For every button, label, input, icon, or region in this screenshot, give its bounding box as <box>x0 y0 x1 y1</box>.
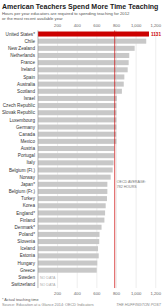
title: American Teachers Spend More Time Teachi… <box>2 3 158 11</box>
category-label: Mexico <box>20 139 35 144</box>
bar <box>38 246 98 251</box>
category-label: Luxembourg <box>9 118 35 123</box>
grid-line <box>136 30 137 288</box>
bar <box>38 196 107 201</box>
category-label: Czech Republic <box>3 103 36 108</box>
category-label: United States* <box>6 32 36 37</box>
category-label: Belgium (Fl.) <box>9 168 36 173</box>
bar <box>38 32 149 37</box>
no-data-label: NO DATA <box>40 283 56 287</box>
category-label: Scotland <box>17 89 35 94</box>
category-label: Poland* <box>19 232 35 237</box>
bar <box>38 182 107 187</box>
bar <box>38 125 117 130</box>
category-label: Italy <box>27 160 36 165</box>
bar <box>38 232 100 237</box>
bar <box>38 103 117 108</box>
bar <box>38 82 124 87</box>
bar <box>38 175 111 180</box>
no-data-label: NO DATA <box>40 276 56 280</box>
bar <box>38 261 97 266</box>
grid-line <box>155 30 156 288</box>
category-label: Turkey <box>21 196 36 201</box>
text-line: American Teachers Spend More Time Teachi… <box>2 3 158 11</box>
category-label: Chile <box>24 39 35 44</box>
category-label: Israel <box>24 96 35 101</box>
category-label: Finland <box>20 218 36 223</box>
bar <box>38 146 114 151</box>
subtitle: Hours per year educators are required to… <box>2 11 130 21</box>
category-label: Korea <box>23 203 36 208</box>
tick-label: 1,000 <box>131 23 142 28</box>
footnote: * Actual teaching time <box>2 298 39 302</box>
tick-label: 200 <box>54 23 62 28</box>
tick-label: 600 <box>93 23 101 28</box>
bar <box>38 253 99 258</box>
chart: American Teachers Spend More Time Teachi… <box>0 0 163 308</box>
category-label: Portugal <box>18 153 35 158</box>
category-label: Denmark* <box>15 225 36 230</box>
bar <box>38 53 129 58</box>
tick-label: 400 <box>74 291 82 296</box>
text-line: 782 HOURS <box>117 185 138 189</box>
category-label: Slovenia <box>17 239 35 244</box>
tick-label: 1,200 <box>151 291 162 296</box>
credit: THE HUFFINGTON POST <box>116 303 162 307</box>
category-label: Norway <box>19 175 35 180</box>
bar <box>38 160 114 165</box>
category-label: Switzerland <box>11 282 35 287</box>
category-label: Canada <box>19 132 36 137</box>
bar <box>38 89 122 94</box>
category-label: England* <box>16 211 35 216</box>
bar <box>38 239 99 244</box>
category-label: France <box>21 60 36 65</box>
bar <box>38 110 117 115</box>
category-label: Austria <box>21 146 36 151</box>
axis-line <box>37 30 38 288</box>
bar <box>38 139 117 144</box>
tick-label: 400 <box>74 23 82 28</box>
tick-label: 800 <box>113 291 121 296</box>
bar <box>38 132 116 137</box>
bar <box>38 153 114 158</box>
bar <box>38 74 124 79</box>
category-label: Sweden <box>18 275 35 280</box>
bars <box>38 32 149 273</box>
text-line: or the most recent available year <box>2 16 63 21</box>
bar <box>38 268 97 273</box>
value-label: 1131 <box>151 32 161 37</box>
category-label: Belgium (Fr.) <box>9 189 36 194</box>
bar <box>38 67 128 72</box>
category-label: Slovak Republic <box>2 110 36 115</box>
category-label: Australia <box>17 82 35 87</box>
category-label: Netherlands <box>10 53 35 58</box>
bar <box>38 218 104 223</box>
category-label: Greece <box>20 268 36 273</box>
tick-label: 200 <box>54 291 62 296</box>
category-label: Estonia <box>20 253 36 258</box>
bar <box>38 189 107 194</box>
reference-label: OECD AVERAGE:782 HOURS <box>117 180 146 188</box>
reference-line <box>114 30 115 288</box>
tick-label: 600 <box>93 291 101 296</box>
bar <box>38 203 106 208</box>
source: Source: Education at a Glance 2014: OECD… <box>2 303 94 307</box>
bar <box>38 46 135 51</box>
category-label: Iceland <box>20 246 35 251</box>
category-label: Ireland <box>21 67 35 72</box>
category-label: Japan* <box>21 182 36 187</box>
bar <box>38 210 105 215</box>
category-label: Hungary <box>18 261 36 266</box>
bar <box>38 96 117 101</box>
bar <box>38 167 113 172</box>
bar <box>38 39 146 44</box>
tick-label: 1,000 <box>131 291 142 296</box>
category-label: Spain <box>23 75 35 80</box>
bar <box>38 225 102 230</box>
tick-label: 1,200 <box>151 23 162 28</box>
bar <box>38 117 117 122</box>
category-label: New Zealand <box>8 46 36 51</box>
tick-label: 800 <box>113 23 121 28</box>
category-label: Germany <box>16 125 36 130</box>
